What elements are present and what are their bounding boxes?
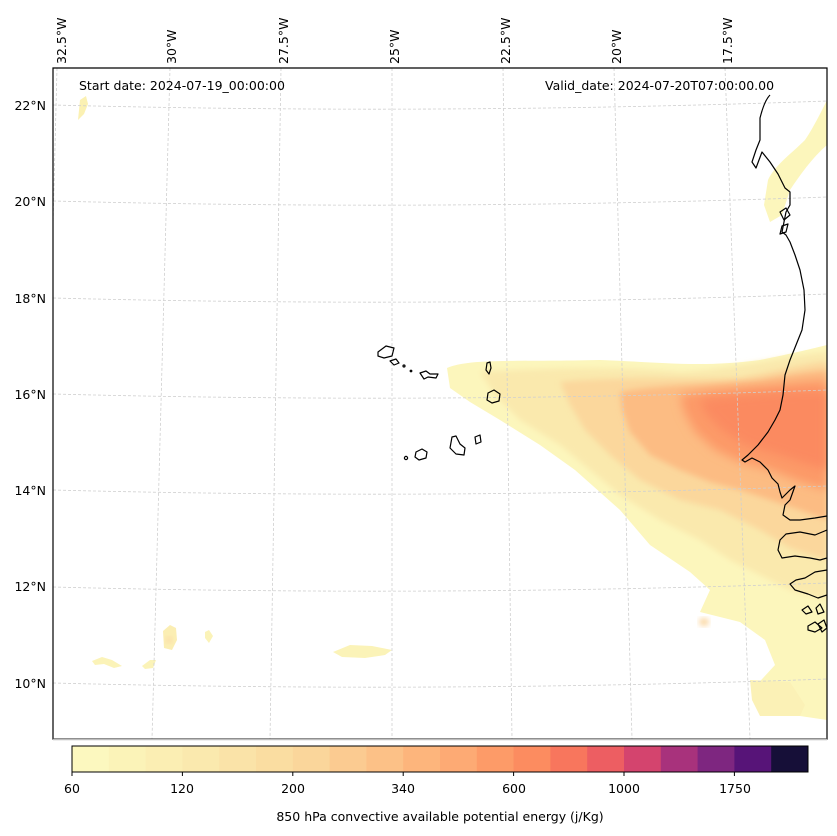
map-axes [52, 67, 828, 741]
cape-region-level6 [700, 391, 827, 470]
cape-patch-nw-corner [78, 96, 88, 120]
colorbar-swatch [292, 746, 331, 772]
parallel-gridline [53, 293, 827, 303]
colorbar-swatch [660, 746, 699, 772]
island-brava [403, 455, 409, 461]
lat-tick-label: 10°N [14, 676, 46, 691]
parallel-gridline [53, 196, 827, 206]
colorbar [71, 745, 809, 776]
colorbar-swatch [108, 746, 147, 772]
island-sao-nicolau [419, 370, 439, 380]
coastline-bijagos-3 [807, 621, 823, 633]
lon-tick-label: 30°W [164, 29, 179, 64]
gridlines [53, 68, 827, 739]
colorbar-swatch [550, 746, 588, 772]
colorbar-frame [71, 745, 809, 773]
island-santiago [449, 435, 466, 456]
colorbar-swatch [440, 746, 478, 772]
lon-tick-label: 25°W [387, 29, 402, 64]
coastline-bijagos-1 [801, 605, 813, 615]
colorbar-swatch [366, 746, 404, 772]
lat-tick-label: 20°N [14, 194, 46, 209]
colorbar-tick-label: 1750 [719, 781, 751, 796]
lat-tick-label: 18°N [14, 291, 46, 306]
colorbar-swatch [145, 746, 183, 772]
colorbar-swatch [771, 746, 809, 772]
lat-tick-label: 12°N [14, 579, 46, 594]
lon-tick-label: 22.5°W [498, 17, 513, 64]
island-santo-antao [377, 345, 395, 359]
cape-patch-west-4 [205, 630, 213, 643]
colorbar-tick-label: 600 [502, 781, 526, 796]
lon-tick-label: 20°W [609, 29, 624, 64]
colorbar-swatch [72, 746, 110, 772]
island-santa-luzia [402, 364, 406, 368]
cape-region-south-tongue [750, 680, 805, 716]
parallel-gridline [53, 678, 827, 688]
lat-tick-label: 22°N [14, 98, 46, 113]
island-sao-vicente [389, 358, 400, 366]
coastline-africa [741, 94, 827, 521]
coastline-gambia-guinea [777, 529, 827, 561]
meridian-gridline [53, 68, 58, 242]
lat-tick-label: 16°N [14, 387, 46, 402]
valid-date-annotation: Valid_date: 2024-07-20T07:00:00.00 [545, 78, 775, 93]
parallel-gridline [53, 100, 827, 110]
cape-field [78, 96, 827, 720]
colorbar-swatch [734, 746, 772, 772]
coastline-mauritania-island-1 [779, 207, 791, 221]
island-maio [474, 434, 482, 445]
meridian-gridline [724, 68, 751, 739]
lon-tick-label: 17.5°W [720, 17, 735, 64]
colorbar-swatch [587, 746, 625, 772]
cape-patch-west-5 [333, 645, 392, 658]
colorbar-swatch [697, 746, 735, 772]
colorbar-tick-label: 200 [281, 781, 305, 796]
island-branco [409, 369, 413, 373]
island-boa-vista [486, 389, 501, 404]
parallel-gridline [53, 389, 827, 399]
colorbar-swatch [182, 746, 220, 772]
colorbar-swatch [476, 746, 515, 772]
lat-tick-label: 14°N [14, 483, 46, 498]
lon-tick-label: 27.5°W [276, 17, 291, 64]
colorbar-swatch [624, 746, 662, 772]
colorbar-swatch [256, 746, 294, 772]
cape-patch-west-2 [142, 660, 156, 669]
meridian-gridline [269, 68, 282, 739]
island-sal [485, 361, 492, 375]
coastline-bijagos-4 [817, 619, 827, 633]
coastline-bijagos-2 [815, 603, 825, 615]
colorbar-label: 850 hPa convective available potential e… [276, 809, 604, 824]
colorbar-tick-label: 60 [64, 781, 80, 796]
colorbar-swatch [403, 746, 441, 772]
colorbar-swatch [219, 746, 257, 772]
colorbar-tick-label: 1000 [608, 781, 640, 796]
lon-tick-label: 32.5°W [54, 17, 69, 64]
parallel-gridline [53, 582, 827, 592]
colorbar-swatch [329, 746, 367, 772]
cape-patch-west-1 [92, 657, 122, 668]
island-fogo [414, 448, 428, 461]
coastline-mauritania-island-2 [779, 223, 789, 235]
coastline-bissau [789, 569, 827, 599]
cape-spot-south [699, 618, 709, 626]
colorbar-swatch [513, 746, 551, 772]
cape-region-mauritania [764, 100, 827, 222]
cape-patch-west-3-core [166, 637, 172, 643]
meridian-gridline [502, 68, 513, 739]
colorbar-tick-label: 120 [170, 781, 194, 796]
coastlines [377, 94, 827, 633]
meridian-gridline [613, 68, 633, 739]
meridian-gridline [151, 68, 171, 739]
parallel-gridline [53, 485, 827, 495]
start-date-annotation: Start date: 2024-07-19_00:00:00 [79, 78, 285, 93]
colorbar-tick-label: 340 [391, 781, 415, 796]
